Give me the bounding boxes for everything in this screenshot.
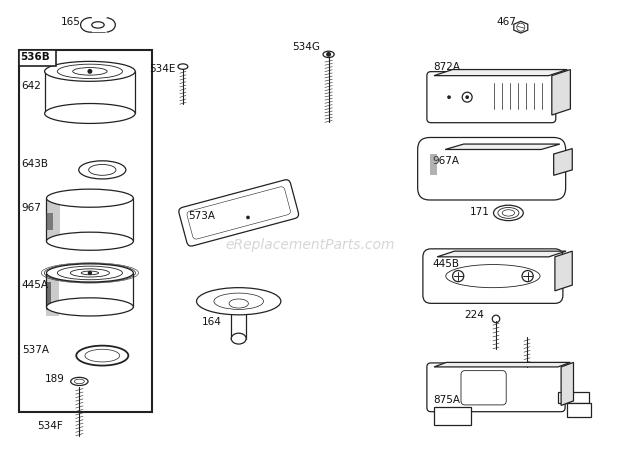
- Text: 534E: 534E: [149, 64, 175, 74]
- Ellipse shape: [71, 377, 88, 386]
- Polygon shape: [437, 251, 566, 257]
- FancyBboxPatch shape: [179, 180, 299, 246]
- Ellipse shape: [76, 346, 128, 366]
- Ellipse shape: [197, 288, 281, 315]
- Polygon shape: [46, 213, 53, 231]
- Text: 872A: 872A: [433, 62, 460, 72]
- Text: 642: 642: [22, 81, 42, 91]
- Text: eReplacementParts.com: eReplacementParts.com: [225, 238, 395, 251]
- Bar: [434, 407, 471, 425]
- FancyBboxPatch shape: [423, 249, 563, 304]
- Ellipse shape: [46, 298, 133, 316]
- FancyBboxPatch shape: [427, 72, 556, 123]
- FancyBboxPatch shape: [461, 371, 506, 405]
- Text: 171: 171: [469, 207, 489, 217]
- Text: 189: 189: [45, 374, 64, 384]
- FancyBboxPatch shape: [427, 363, 565, 412]
- Ellipse shape: [92, 22, 104, 28]
- Circle shape: [447, 95, 451, 99]
- Circle shape: [453, 270, 464, 282]
- Polygon shape: [555, 251, 572, 291]
- Ellipse shape: [46, 189, 133, 207]
- Text: 445B: 445B: [433, 259, 460, 269]
- Circle shape: [492, 315, 500, 323]
- Ellipse shape: [323, 51, 334, 58]
- Ellipse shape: [229, 299, 249, 308]
- Text: 967: 967: [22, 203, 42, 213]
- Polygon shape: [434, 362, 570, 367]
- Text: 643B: 643B: [22, 159, 49, 169]
- Text: 536B: 536B: [20, 52, 50, 62]
- Polygon shape: [46, 282, 51, 309]
- Ellipse shape: [178, 64, 188, 69]
- Polygon shape: [434, 70, 567, 76]
- Polygon shape: [567, 403, 591, 417]
- Text: 224: 224: [464, 310, 484, 320]
- Text: 467: 467: [496, 17, 516, 27]
- Text: 445A: 445A: [22, 280, 49, 290]
- Text: 534G: 534G: [293, 42, 321, 52]
- Polygon shape: [552, 70, 570, 115]
- Text: 875A: 875A: [433, 395, 460, 405]
- Polygon shape: [430, 154, 437, 175]
- Circle shape: [246, 216, 250, 219]
- Text: 164: 164: [202, 317, 221, 327]
- Text: 573A: 573A: [188, 211, 216, 221]
- Ellipse shape: [45, 103, 135, 123]
- Circle shape: [88, 271, 92, 275]
- Polygon shape: [46, 273, 59, 316]
- Ellipse shape: [45, 61, 135, 82]
- Circle shape: [522, 270, 533, 282]
- Text: 537A: 537A: [22, 345, 49, 355]
- Bar: [19, 50, 152, 412]
- Circle shape: [462, 92, 472, 102]
- Polygon shape: [561, 362, 574, 405]
- Text: 967A: 967A: [433, 156, 460, 166]
- Text: 534F: 534F: [37, 421, 63, 431]
- Polygon shape: [46, 198, 60, 241]
- Ellipse shape: [231, 333, 246, 344]
- Ellipse shape: [494, 205, 523, 221]
- Circle shape: [87, 69, 92, 74]
- Polygon shape: [554, 149, 572, 175]
- Polygon shape: [445, 144, 560, 149]
- FancyBboxPatch shape: [418, 138, 565, 200]
- Ellipse shape: [46, 232, 133, 250]
- Ellipse shape: [46, 264, 133, 282]
- Circle shape: [465, 95, 469, 99]
- Polygon shape: [514, 21, 528, 33]
- Bar: [19, 50, 56, 66]
- Circle shape: [326, 52, 331, 57]
- Polygon shape: [558, 392, 589, 403]
- Ellipse shape: [79, 161, 126, 179]
- Text: 165: 165: [61, 17, 81, 27]
